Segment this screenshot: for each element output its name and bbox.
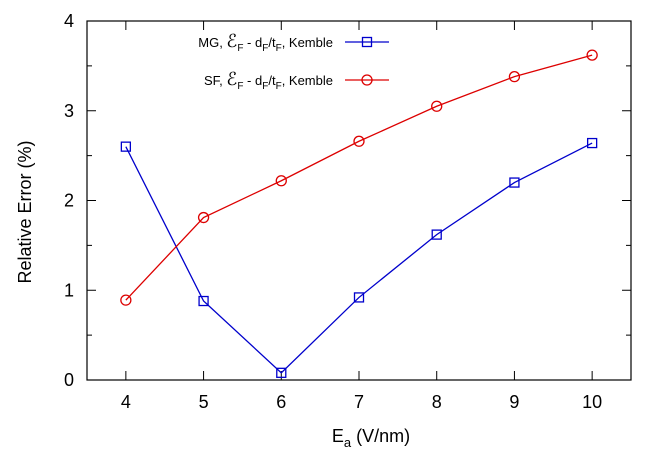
plot-frame bbox=[86, 20, 632, 381]
data-point-mg bbox=[509, 177, 520, 188]
series-line-mg bbox=[125, 142, 593, 374]
x-tick-label: 7 bbox=[354, 392, 364, 412]
legend-label-sf: SF, ℰF - dF/tF, Kemble bbox=[204, 69, 333, 92]
x-tick-label: 8 bbox=[432, 392, 442, 412]
data-point-mg bbox=[586, 137, 598, 149]
data-point-sf bbox=[120, 294, 132, 306]
x-tick-label: 5 bbox=[199, 392, 209, 412]
data-point-mg bbox=[353, 292, 365, 303]
data-point-sf bbox=[353, 135, 365, 147]
x-tick-label: 6 bbox=[276, 392, 286, 412]
legend-marker-mg bbox=[361, 36, 373, 48]
y-axis-title: Relative Error (%) bbox=[15, 140, 35, 283]
data-point-mg bbox=[120, 141, 132, 152]
x-axis-title: Ea (V/nm) bbox=[332, 426, 410, 449]
x-tick-label: 4 bbox=[121, 392, 131, 412]
x-axis-title-main: E bbox=[332, 426, 344, 446]
data-point-mg bbox=[276, 367, 287, 378]
y-tick-label: 2 bbox=[64, 191, 74, 211]
series-line-sf bbox=[125, 54, 593, 301]
legend-label-mg: MG, ℰF - dF/tF, Kemble bbox=[198, 31, 333, 54]
data-point-sf bbox=[508, 70, 521, 83]
y-tick-label: 0 bbox=[64, 370, 74, 390]
data-point-sf bbox=[275, 175, 287, 187]
plot-area: 0 1 2 3 4 4 5 6 7 8 9 10 bbox=[64, 11, 632, 412]
x-tick-label: 10 bbox=[582, 392, 602, 412]
y-tick-label: 1 bbox=[64, 280, 74, 300]
data-point-mg bbox=[198, 295, 209, 307]
data-point-sf bbox=[586, 49, 598, 61]
data-point-sf bbox=[431, 100, 443, 112]
data-point-mg bbox=[431, 229, 442, 240]
y-tick-label: 4 bbox=[64, 11, 74, 31]
x-tick-label: 9 bbox=[509, 392, 519, 412]
y-tick-label: 3 bbox=[64, 101, 74, 121]
legend: MG, ℰF - dF/tF, Kemble SF, ℰF - dF/tF, Ke… bbox=[198, 31, 389, 92]
x-axis-title-sub: a bbox=[344, 435, 352, 449]
data-point-sf bbox=[197, 211, 210, 224]
x-axis-title-unit: (V/nm) bbox=[351, 426, 410, 446]
legend-marker-sf bbox=[361, 74, 373, 86]
